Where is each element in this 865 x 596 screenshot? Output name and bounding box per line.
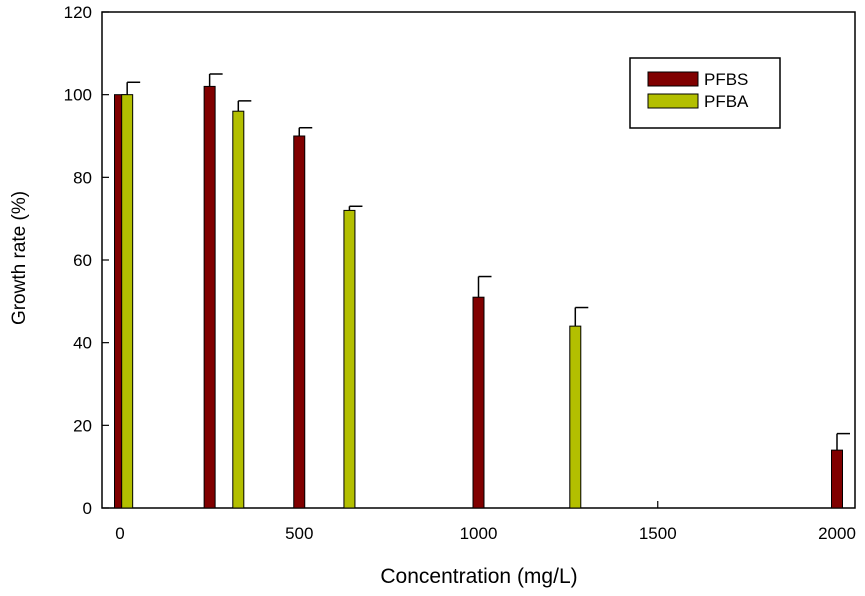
legend: PFBS PFBA xyxy=(629,57,781,129)
bar-pfbs-250 xyxy=(203,85,216,509)
bar-pfba-640 xyxy=(343,209,356,509)
legend-box xyxy=(629,57,781,129)
bar-pfba-20 xyxy=(121,94,134,509)
y-axis-label: Growth rate (%) xyxy=(9,191,30,325)
x-tick-label: 500 xyxy=(285,524,313,543)
bar-pfba-1270 xyxy=(569,325,582,509)
y-tick-label: 60 xyxy=(73,251,92,270)
bar-pfbs-500 xyxy=(293,135,306,509)
y-tick-label: 100 xyxy=(64,86,92,105)
x-tick-label: 0 xyxy=(115,524,124,543)
x-tick-label: 2000 xyxy=(818,524,856,543)
y-tick-label: 20 xyxy=(73,416,92,435)
y-tick-label: 120 xyxy=(64,3,92,22)
legend-swatch-pfbs xyxy=(647,71,699,87)
x-tick-label: 1500 xyxy=(639,524,677,543)
legend-label-pfba: PFBA xyxy=(704,92,749,111)
legend-label-pfbs: PFBS xyxy=(704,70,748,89)
y-tick-label: 0 xyxy=(83,499,92,518)
x-tick-label: 1000 xyxy=(460,524,498,543)
x-axis-label: Concentration (mg/L) xyxy=(380,565,577,588)
bar-pfbs-1000 xyxy=(472,296,485,509)
bar-pfba-330 xyxy=(232,110,245,509)
y-tick-label: 80 xyxy=(73,168,92,187)
y-tick-label: 40 xyxy=(73,334,92,353)
bars-layer xyxy=(114,73,850,509)
bar-pfbs-2000 xyxy=(831,449,843,509)
legend-swatch-pfba xyxy=(647,93,699,109)
